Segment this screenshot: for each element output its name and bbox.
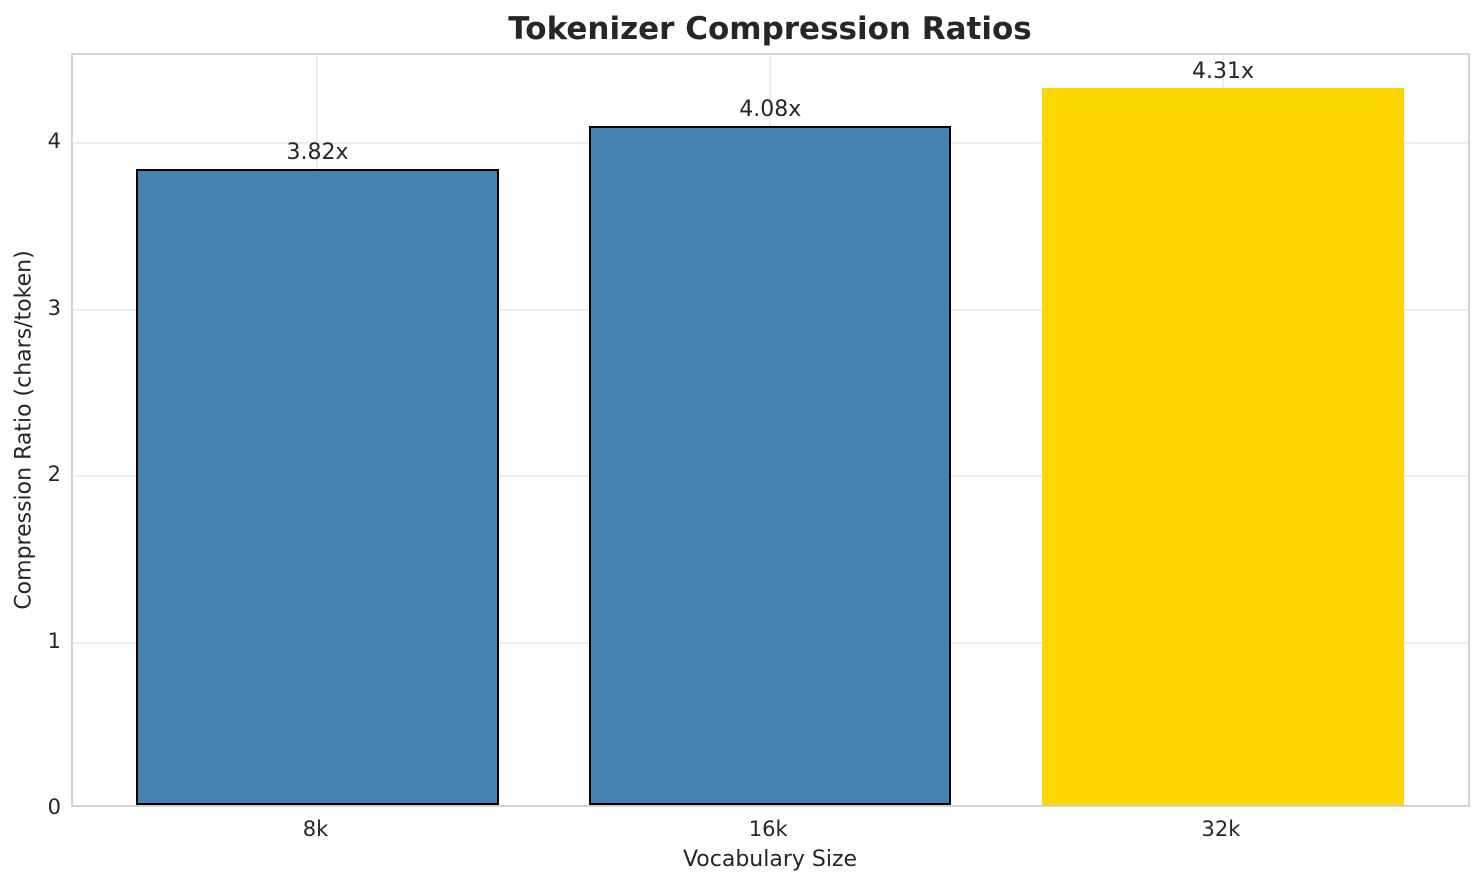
bar-value-label: 4.31x: [1191, 58, 1254, 84]
bar-value-label: 4.08x: [739, 96, 802, 122]
bar-16k: [589, 125, 952, 805]
x-tick-label-16k: 16k: [748, 817, 788, 841]
bar-8k: [136, 169, 499, 805]
y-tick-label: 0: [47, 795, 61, 819]
y-tick-label: 3: [47, 295, 61, 320]
y-tick-label: 2: [47, 462, 61, 487]
x-tick-label-32k: 32k: [1201, 817, 1241, 841]
x-tick-label-8k: 8k: [302, 817, 329, 841]
bar-value-label: 3.82x: [286, 140, 349, 166]
chart-title: Tokenizer Compression Ratios: [508, 11, 1032, 47]
y-tick-label: 1: [47, 628, 61, 653]
y-tick-label: 4: [47, 129, 61, 154]
plot-area: 3.82x 4.08x 4.31x: [71, 53, 1470, 807]
x-axis-label: Vocabulary Size: [682, 847, 858, 872]
bar-32k: [1041, 87, 1405, 805]
